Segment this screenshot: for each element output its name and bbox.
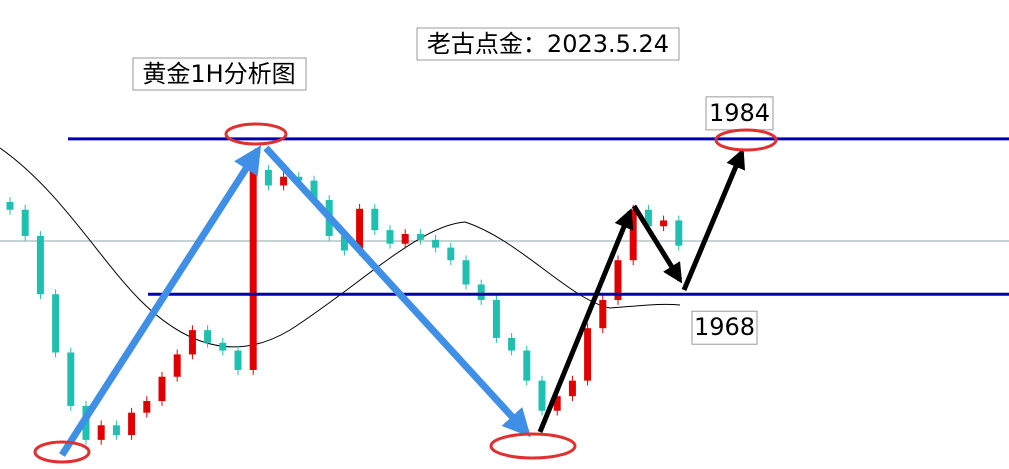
candle-body [660,220,668,227]
candle-body [356,208,364,251]
trend-arrow [631,204,683,284]
candle-body [173,354,181,377]
trend-arrow [263,145,531,438]
candle-body [629,209,637,261]
candle-body [432,239,440,248]
candle-body [143,401,151,413]
candle-body [462,260,470,285]
candle-body [21,209,29,236]
candle-body [280,176,288,186]
highlight [714,128,778,152]
chart-subtitle: 老古点金：2023.5.24 [427,30,669,58]
highlight [224,122,288,146]
level-label: 1968 [694,313,755,341]
candle-body [112,425,120,436]
highlight [489,432,577,460]
candle-body [492,300,500,338]
candle-body [614,260,622,301]
candle-body [340,235,348,251]
level-label: 1984 [709,99,770,127]
candle-body [568,380,576,397]
candle-body [310,180,318,201]
trend-arrow [681,148,746,291]
candle-body [553,396,561,411]
chart-title: 黄金1H分析图 [142,60,295,88]
candle-body [97,425,105,440]
candle-body [401,234,409,244]
highlight [33,440,91,464]
candle-body [675,220,683,246]
trend-arrow [537,208,634,433]
moving-average [0,147,681,348]
candle-body [386,230,394,244]
level-label-box [691,310,758,345]
candle-body [158,376,166,402]
candle-body [219,342,227,351]
candle-body [67,352,75,406]
candle-body [249,169,257,370]
subtitle-box [416,27,680,61]
candle-body [371,208,379,231]
candle-body [447,247,455,261]
candle-body [523,350,531,381]
candle-body [204,330,212,343]
candle-body [644,209,652,227]
candle-body [599,300,607,329]
title-box [132,57,307,91]
candle-body [6,201,14,210]
level-label-box [705,96,774,131]
candle-body [36,235,44,295]
candle-body [128,412,136,436]
candle-body [52,294,60,353]
candle-body [584,328,592,381]
candle-body [508,337,516,351]
candle-body [264,169,272,186]
candle-body [477,284,485,301]
candle-body [188,330,196,355]
trend-arrow [59,145,262,457]
candle-body [538,380,546,411]
candle-body [416,234,424,240]
candle-body [234,350,242,370]
